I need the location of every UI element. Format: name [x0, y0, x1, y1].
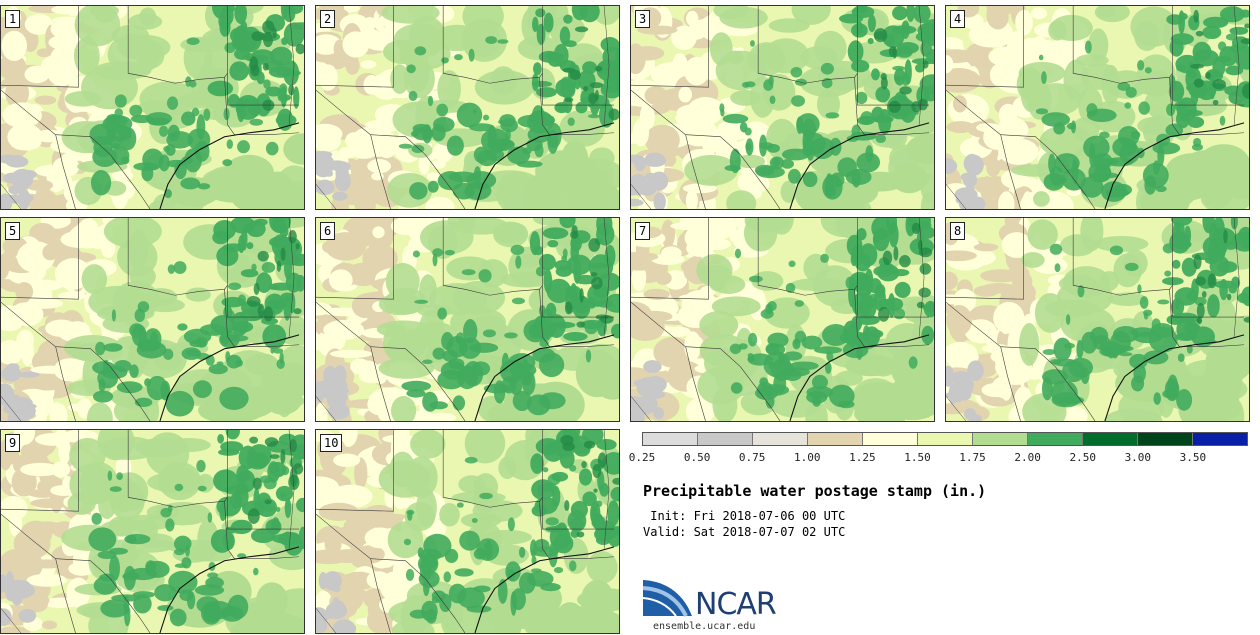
- member-number-label: 6: [320, 222, 336, 240]
- ensemble-member-map: 2: [315, 5, 620, 210]
- legend-tick-label: 2.00: [1014, 451, 1041, 464]
- legend-swatch: [1193, 433, 1247, 445]
- ensemble-member-map: 1: [0, 5, 305, 210]
- member-number-label: 9: [5, 434, 21, 452]
- member-number-label: 8: [950, 222, 966, 240]
- chart-title: Precipitable water postage stamp (in.): [643, 482, 987, 500]
- legend-tick-label: 3.00: [1124, 451, 1152, 464]
- member-number-label: 2: [320, 10, 336, 28]
- legend-tick-label: 0.75: [738, 451, 766, 464]
- member-number-label: 10: [320, 434, 343, 452]
- logo-wordmark: NCAR: [695, 587, 777, 622]
- precip-water-field: [946, 6, 1249, 209]
- legend-tick-labels: 0.25 0.50 0.75 1.00 1.25 1.50 1.75 2.00 2.50 3.00…: [628, 451, 1250, 467]
- legend-tick-label: 3.50: [1179, 451, 1207, 464]
- precip-water-field: [316, 6, 619, 209]
- legend-tick-label: 1.50: [904, 451, 931, 464]
- member-number-label: 4: [950, 10, 966, 28]
- ensemble-member-map: 6: [315, 217, 620, 422]
- precip-water-field: [316, 430, 619, 633]
- ensemble-member-map: 4: [945, 5, 1250, 210]
- member-number-label: 3: [635, 10, 651, 28]
- valid-time: Valid: Sat 2018-07-07 02 UTC: [643, 525, 846, 539]
- precip-water-field: [316, 218, 619, 421]
- ensemble-member-map: 3: [630, 5, 935, 210]
- legend-swatch: [753, 433, 808, 445]
- legend-swatch: [698, 433, 753, 445]
- precip-water-field: [946, 218, 1249, 421]
- legend-swatch: [973, 433, 1028, 445]
- ensemble-member-map: 8: [945, 217, 1250, 422]
- precip-water-field: [1, 218, 304, 421]
- ncar-logo-icon: [642, 580, 692, 617]
- member-number-label: 7: [635, 222, 651, 240]
- legend-tick-label: 0.50: [683, 451, 711, 464]
- legend-tick-label: 1.25: [849, 451, 876, 464]
- precip-water-field: [631, 218, 934, 421]
- ensemble-member-map: 7: [630, 217, 935, 422]
- ensemble-member-map: 9: [0, 429, 305, 634]
- legend-tick-label: 1.75: [959, 451, 986, 464]
- ensemble-member-map: 5: [0, 217, 305, 422]
- legend-swatch: [1028, 433, 1083, 445]
- legend-tick-label: 0.25: [628, 451, 656, 464]
- legend-tick-label: 1.00: [794, 451, 821, 464]
- precip-water-field: [1, 430, 304, 633]
- legend-swatch: [808, 433, 863, 445]
- color-legend-bar: [642, 432, 1248, 446]
- ensemble-member-map: 10: [315, 429, 620, 634]
- legend-swatch: [1083, 433, 1138, 445]
- legend-swatch: [863, 433, 918, 445]
- precip-water-field: [1, 6, 304, 209]
- precip-water-field: [631, 6, 934, 209]
- legend-swatch: [1138, 433, 1193, 445]
- member-number-label: 1: [5, 10, 21, 28]
- init-time: Init: Fri 2018-07-06 00 UTC: [643, 509, 846, 523]
- logo-url: ensemble.ucar.edu: [653, 621, 756, 632]
- legend-swatch: [643, 433, 698, 445]
- legend-tick-label: 2.50: [1069, 451, 1096, 464]
- member-number-label: 5: [5, 222, 21, 240]
- legend-swatch: [918, 433, 973, 445]
